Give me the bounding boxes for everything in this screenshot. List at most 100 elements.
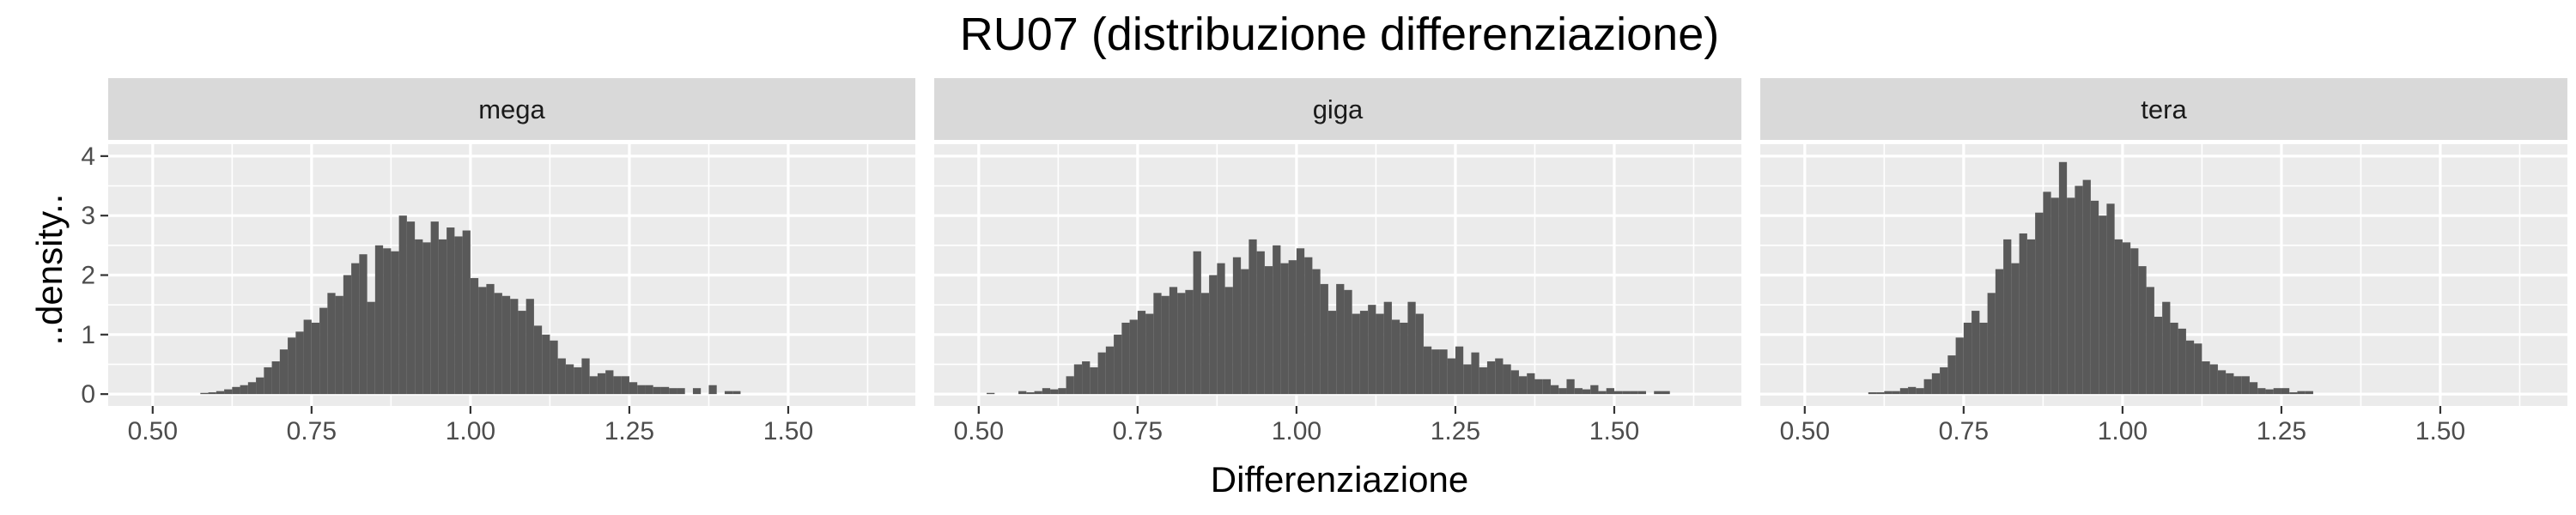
histogram-bar: [2249, 382, 2258, 395]
histogram-bar: [303, 319, 312, 395]
histogram-bar: [430, 221, 439, 395]
histogram-bar: [1034, 391, 1042, 395]
histogram-bar: [1431, 349, 1440, 395]
histogram-bar: [2122, 242, 2131, 395]
histogram-bar: [1121, 322, 1130, 395]
histogram-bar: [1400, 322, 1408, 395]
histogram-bar: [415, 239, 423, 395]
histogram-bar: [677, 388, 685, 395]
histogram-bar: [2202, 361, 2210, 395]
histogram-bar: [1026, 392, 1035, 395]
histogram-bar: [2050, 197, 2059, 395]
histogram-bar: [1479, 367, 1487, 395]
histogram-bar: [391, 251, 399, 395]
histogram-bar: [1336, 283, 1345, 395]
histogram-bar: [208, 392, 216, 395]
x-axis-title: Differenziazione: [1211, 459, 1468, 500]
histogram-bar: [2114, 239, 2123, 395]
histogram-bar: [2281, 388, 2290, 395]
histogram-bar: [1344, 289, 1352, 395]
histogram-bars: [987, 239, 1670, 395]
histogram-bar: [1129, 319, 1138, 395]
facet-panel-mega: mega 0.50 0.75 1.00 1.25 1.50 0 1 2 3 4: [81, 78, 915, 445]
histogram-bar: [581, 358, 590, 395]
facet-label: mega: [478, 94, 545, 124]
histogram-bars: [1868, 161, 2313, 395]
histogram-bar: [1979, 322, 1988, 395]
histogram-bar: [1940, 367, 1948, 395]
histogram-bar: [510, 299, 519, 395]
histogram-bar: [1224, 287, 1233, 395]
histogram-bar: [1931, 373, 1941, 395]
histogram-bar: [2209, 364, 2218, 395]
histogram-bar: [2226, 373, 2234, 395]
facet-panel-tera: tera 0.50 0.75 1.00 1.25 1.50: [1760, 78, 2567, 445]
histogram-bar: [232, 386, 240, 395]
histogram-bar: [1153, 293, 1162, 395]
histogram-bar: [288, 337, 296, 395]
histogram-bar: [1884, 391, 1893, 395]
histogram-bar: [732, 391, 741, 395]
histogram-bar: [1923, 379, 1932, 395]
histogram-bar: [1137, 311, 1146, 395]
histogram-bar: [478, 287, 487, 395]
facet-strip: [934, 78, 1741, 140]
histogram-bar: [1264, 266, 1273, 395]
histogram-bar: [271, 361, 280, 395]
x-tick-label: 1.25: [605, 417, 654, 445]
y-tick-label: 1: [81, 321, 95, 349]
histogram-bar: [1637, 391, 1646, 395]
histogram-bar: [1423, 346, 1432, 395]
histogram-bar: [2154, 317, 2163, 395]
histogram-bar: [1066, 376, 1074, 395]
y-axis-title: ..density..: [29, 194, 70, 346]
histogram-bar: [1518, 376, 1528, 395]
histogram-bar: [1391, 319, 1400, 395]
histogram-bar: [1288, 260, 1297, 395]
histogram-bar: [1209, 275, 1218, 395]
histogram-bar: [2003, 239, 2012, 395]
facet-panels: mega 0.50 0.75 1.00 1.25 1.50 0 1 2 3 4 giga 0.50 0.7…: [81, 78, 2567, 445]
histogram-bar: [1217, 263, 1225, 395]
histogram-bar: [645, 385, 653, 395]
histogram-bar: [1200, 293, 1210, 395]
histogram-bar: [597, 373, 606, 395]
histogram-bar: [1471, 352, 1479, 395]
x-tick-label: 1.50: [1589, 417, 1639, 445]
histogram-bar: [438, 239, 447, 395]
histogram-bar: [398, 215, 407, 395]
histogram-bar: [1542, 379, 1551, 395]
histogram-bar: [565, 364, 574, 395]
histogram-bar: [447, 227, 455, 395]
histogram-bar: [1169, 287, 1178, 395]
histogram-bar: [1415, 313, 1424, 395]
x-tick-label: 0.75: [287, 417, 337, 445]
histogram-bar: [1185, 289, 1194, 395]
histogram-bar: [1145, 313, 1154, 395]
histogram-bar: [2185, 340, 2195, 395]
histogram-bar: [1503, 364, 1511, 395]
x-tick-label: 1.25: [1431, 417, 1480, 445]
facet-strip: [1760, 78, 2567, 140]
histogram-bar: [1527, 373, 1535, 395]
histogram-bar: [1097, 352, 1106, 395]
histogram-bars: [200, 215, 741, 395]
histogram-bar: [1455, 346, 1464, 395]
histogram-bar: [2043, 191, 2051, 395]
histogram-bar: [454, 236, 463, 395]
histogram-bar: [1058, 388, 1066, 395]
histogram-bar: [2257, 388, 2266, 395]
histogram-bar: [1312, 269, 1321, 395]
x-tick-label: 0.50: [128, 417, 178, 445]
histogram-bar: [542, 334, 550, 395]
x-tick-label: 1.00: [446, 417, 495, 445]
histogram-bar: [1892, 391, 1900, 395]
histogram-bar: [359, 254, 368, 395]
histogram-bar: [1359, 311, 1369, 395]
histogram-bar: [1082, 361, 1091, 395]
histogram-bar: [621, 376, 629, 395]
histogram-bar: [295, 331, 304, 395]
histogram-bar: [216, 391, 225, 395]
histogram-bar: [2217, 370, 2227, 395]
